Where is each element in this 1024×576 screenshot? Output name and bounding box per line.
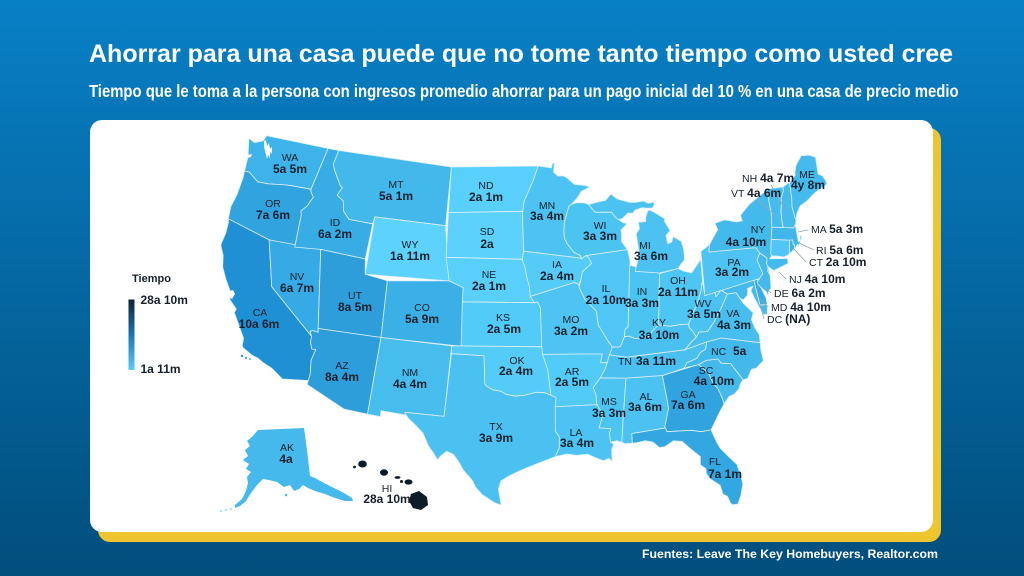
- svg-text:2a 1m: 2a 1m: [472, 279, 506, 293]
- svg-text:UT: UT: [348, 290, 363, 302]
- svg-text:3a 2m: 3a 2m: [554, 324, 588, 338]
- svg-text:NV: NV: [290, 271, 305, 283]
- svg-text:3a 11m: 3a 11m: [636, 354, 676, 368]
- svg-text:8a 5m: 8a 5m: [338, 300, 372, 314]
- svg-text:2a 4m: 2a 4m: [540, 269, 574, 283]
- svg-text:3a 4m: 3a 4m: [530, 209, 564, 223]
- svg-text:5a: 5a: [733, 344, 747, 358]
- svg-text:28a 10m: 28a 10m: [363, 492, 410, 506]
- svg-text:7a 6m: 7a 6m: [671, 398, 705, 412]
- svg-text:28a 10m: 28a 10m: [141, 293, 188, 307]
- svg-text:NC: NC: [711, 346, 727, 358]
- svg-text:SD: SD: [480, 226, 495, 238]
- svg-text:MO: MO: [563, 314, 580, 326]
- svg-text:WY: WY: [402, 239, 419, 251]
- svg-text:NJ 4a 10m: NJ 4a 10m: [789, 272, 845, 286]
- svg-text:2a 11m: 2a 11m: [658, 285, 698, 299]
- svg-text:8a 4m: 8a 4m: [325, 370, 359, 384]
- svg-text:2a 1m: 2a 1m: [469, 190, 503, 204]
- svg-text:SC: SC: [699, 365, 714, 377]
- svg-text:NM: NM: [402, 367, 418, 379]
- svg-text:LA: LA: [570, 427, 583, 439]
- svg-text:KY: KY: [652, 317, 666, 329]
- svg-text:WV: WV: [695, 298, 712, 310]
- svg-text:4a 3m: 4a 3m: [717, 318, 751, 332]
- svg-text:AR: AR: [565, 366, 580, 378]
- svg-text:1a 11m: 1a 11m: [390, 249, 430, 263]
- svg-text:3a 5m: 3a 5m: [687, 307, 721, 321]
- svg-text:VA: VA: [726, 308, 739, 320]
- svg-text:WI: WI: [594, 220, 607, 232]
- svg-text:AL: AL: [640, 391, 653, 403]
- svg-text:IN: IN: [637, 286, 648, 298]
- svg-text:AK: AK: [280, 442, 294, 454]
- svg-text:MS: MS: [601, 396, 617, 408]
- svg-text:4a: 4a: [279, 452, 293, 466]
- svg-text:DC (NA): DC (NA): [767, 312, 810, 326]
- svg-text:MN: MN: [539, 200, 555, 212]
- svg-text:ME: ME: [799, 169, 815, 181]
- svg-text:AZ: AZ: [335, 360, 349, 372]
- svg-text:5a 9m: 5a 9m: [405, 312, 439, 326]
- svg-text:KS: KS: [496, 312, 510, 324]
- svg-text:2a 5m: 2a 5m: [555, 375, 589, 389]
- svg-text:ND: ND: [478, 180, 494, 192]
- svg-text:6a 2m: 6a 2m: [318, 227, 352, 241]
- svg-text:3a 4m: 3a 4m: [560, 436, 594, 450]
- svg-text:4a 10m: 4a 10m: [726, 235, 767, 249]
- svg-text:WA: WA: [282, 152, 299, 164]
- svg-text:7a 1m: 7a 1m: [708, 467, 742, 481]
- svg-text:3a 6m: 3a 6m: [628, 400, 662, 414]
- svg-text:OK: OK: [509, 355, 524, 367]
- svg-text:OH: OH: [670, 275, 686, 287]
- svg-text:PA: PA: [727, 257, 740, 269]
- svg-text:3a 9m: 3a 9m: [479, 431, 513, 445]
- svg-text:3a 10m: 3a 10m: [639, 328, 680, 342]
- svg-text:TX: TX: [489, 421, 502, 433]
- svg-text:IL: IL: [602, 283, 611, 295]
- svg-text:7a 6m: 7a 6m: [256, 208, 290, 222]
- svg-text:CO: CO: [414, 302, 430, 314]
- svg-text:FL: FL: [709, 456, 721, 468]
- svg-text:5a 1m: 5a 1m: [379, 189, 413, 203]
- svg-text:IA: IA: [552, 259, 562, 271]
- svg-text:2a: 2a: [480, 237, 494, 251]
- svg-text:5a 5m: 5a 5m: [273, 162, 307, 176]
- svg-text:3a 3m: 3a 3m: [625, 296, 659, 310]
- svg-text:1a 11m: 1a 11m: [141, 362, 181, 376]
- svg-text:10a 6m: 10a 6m: [239, 317, 280, 331]
- svg-text:DE 6a 2m: DE 6a 2m: [774, 286, 826, 300]
- svg-text:ID: ID: [330, 217, 341, 229]
- svg-text:MA 5a 3m: MA 5a 3m: [811, 222, 863, 236]
- svg-text:2a 10m: 2a 10m: [586, 293, 627, 307]
- svg-text:4y 8m: 4y 8m: [791, 178, 825, 192]
- svg-text:RI 5a 6m: RI 5a 6m: [816, 243, 863, 257]
- svg-text:6a 7m: 6a 7m: [280, 281, 314, 295]
- svg-text:MT: MT: [388, 179, 404, 191]
- svg-text:NH 4a 7m: NH 4a 7m: [742, 171, 794, 185]
- svg-text:NY: NY: [751, 224, 766, 236]
- svg-text:TN: TN: [618, 356, 632, 368]
- svg-text:Tiempo: Tiempo: [132, 273, 171, 285]
- svg-text:CA: CA: [253, 307, 268, 319]
- svg-text:4a 4m: 4a 4m: [393, 377, 427, 391]
- svg-text:3a 6m: 3a 6m: [634, 249, 668, 263]
- svg-text:4a 10m: 4a 10m: [694, 374, 735, 388]
- svg-text:NE: NE: [482, 269, 497, 281]
- svg-text:VT 4a 6m: VT 4a 6m: [731, 186, 781, 200]
- svg-text:3a 3m: 3a 3m: [592, 406, 626, 420]
- svg-text:OR: OR: [265, 198, 281, 210]
- svg-text:2a 5m: 2a 5m: [487, 322, 521, 336]
- svg-text:CT 2a 10m: CT 2a 10m: [809, 255, 866, 269]
- svg-text:MD 4a 10m: MD 4a 10m: [771, 300, 831, 314]
- svg-text:3a 2m: 3a 2m: [715, 265, 749, 279]
- svg-text:2a 4m: 2a 4m: [499, 364, 533, 378]
- svg-text:HI: HI: [382, 483, 393, 495]
- svg-text:GA: GA: [680, 389, 695, 401]
- svg-text:3a 3m: 3a 3m: [583, 229, 617, 243]
- svg-text:MI: MI: [639, 240, 651, 252]
